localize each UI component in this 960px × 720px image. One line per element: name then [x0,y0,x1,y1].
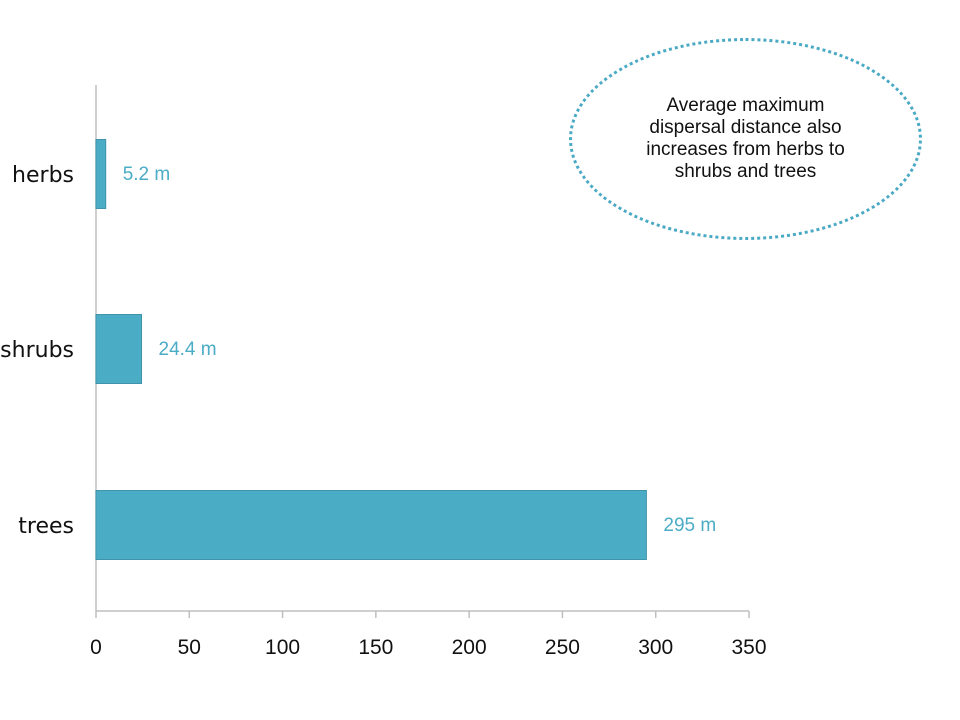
data-label-trees: 295 m [663,515,716,536]
x-tick-label: 150 [358,636,393,659]
category-label-shrubs: shrubs [0,338,74,363]
x-tick-label: 200 [452,636,487,659]
x-tick-label: 300 [638,636,673,659]
callout-ellipse: Average maximum dispersal distance also … [569,38,922,240]
x-tick-label: 250 [545,636,580,659]
bar-shrubs [95,314,143,384]
bar-herbs [95,139,107,209]
category-label-trees: trees [18,514,74,539]
x-tick-label: 0 [90,636,102,659]
callout-text: Average maximum dispersal distance also … [646,95,845,182]
bar-trees [95,490,647,560]
x-tick-label: 50 [178,636,201,659]
x-tick-label: 350 [731,636,766,659]
data-label-herbs: 5.2 m [123,164,171,185]
category-label-herbs: herbs [12,163,74,188]
x-tick-label: 100 [265,636,300,659]
data-label-shrubs: 24.4 m [159,339,217,360]
